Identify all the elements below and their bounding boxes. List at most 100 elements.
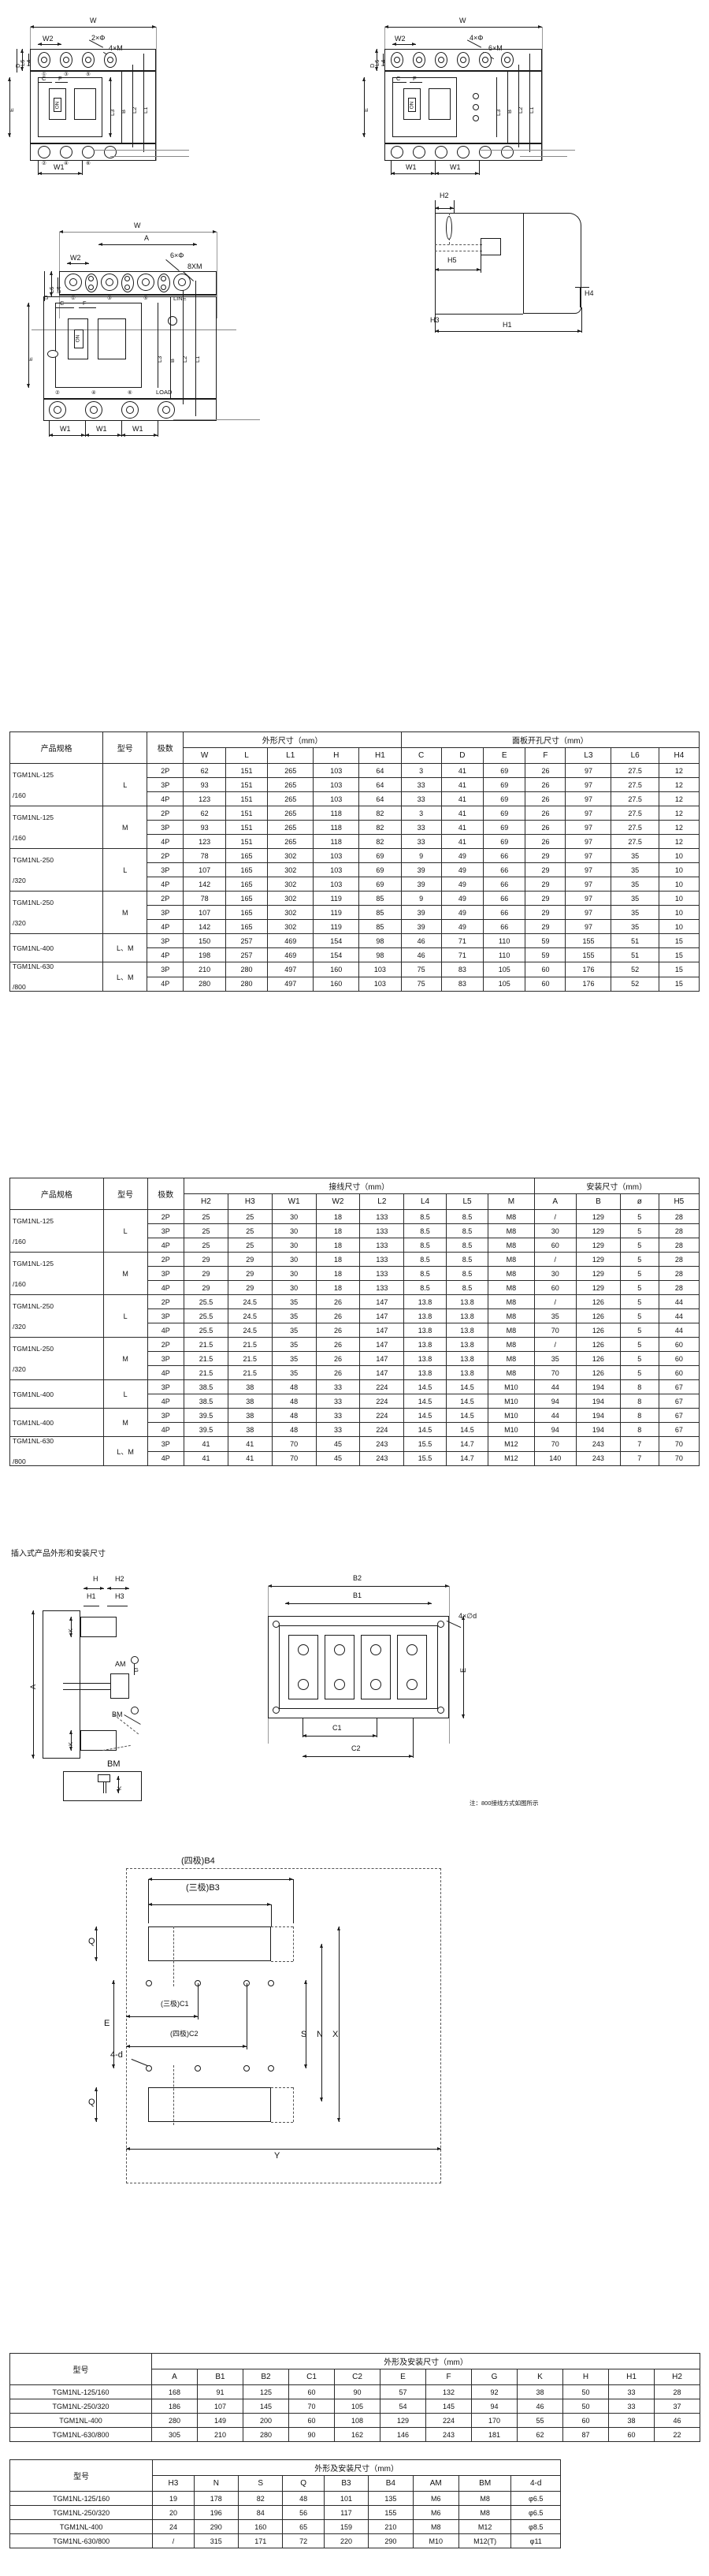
th-col-K: K [517, 2369, 563, 2385]
cell-value: 44 [658, 1308, 700, 1323]
cell-value: 8.5 [445, 1223, 489, 1238]
cell-poles: 3P [147, 1308, 185, 1323]
cell-value: 8.5 [403, 1209, 447, 1224]
th-col-A: A [533, 1193, 577, 1210]
dim-label-L3: L3 [109, 109, 116, 116]
cell-value: 14.5 [403, 1422, 447, 1437]
cell-value: 5 [619, 1308, 659, 1323]
terminal-block-bottom [43, 399, 217, 421]
cell-value: 26 [315, 1365, 361, 1380]
pole-pocket [361, 1635, 391, 1699]
cell-value: 147 [359, 1365, 405, 1380]
cell-spec: TGM1NL-400 [9, 1379, 104, 1409]
cell-value: M8 [412, 2519, 459, 2534]
label-line: LINE [173, 295, 187, 302]
cell-value: 224 [359, 1379, 405, 1394]
cell-value: 60 [288, 2384, 335, 2399]
cell-value: 25.5 [184, 1294, 228, 1309]
cell-value: 103 [358, 976, 402, 992]
th-col-G: G [471, 2369, 518, 2385]
cell-value: 302 [267, 877, 314, 892]
terminal-pad [413, 146, 425, 158]
label-load: LOAD [156, 389, 173, 396]
dim-label-D: D [369, 63, 376, 68]
cell-value: 66 [483, 877, 526, 892]
terminal-block-top [384, 49, 542, 71]
drawing-middle-left-body: ON C F Ⓝ L3 B L2 L1 E ② ④ ⑥ LOAD [16, 281, 354, 489]
dim-label-W2: W2 [395, 35, 406, 43]
terminal-hole [41, 57, 47, 63]
th-col-B2: B2 [243, 2369, 289, 2385]
cell-value: 29 [525, 905, 566, 920]
cell-value: 41 [227, 1436, 273, 1452]
terminal-hole [106, 278, 113, 286]
dim-label-A: A [144, 234, 150, 242]
cell-value: 10 [658, 848, 700, 863]
cell-value: 15 [658, 933, 700, 948]
cell-value: M12 [488, 1436, 535, 1452]
cell-value: M8 [488, 1266, 535, 1281]
cell-value: 210 [183, 962, 226, 977]
pole-number-6: ⑥ [86, 161, 91, 166]
cell-value: 13.8 [445, 1308, 489, 1323]
cell-value: 82 [358, 806, 402, 821]
breaker-body-front [43, 296, 217, 399]
cell-value: 69 [483, 763, 526, 778]
dim-label-K: K [116, 1785, 123, 1790]
cell-poles: 3P [147, 1436, 185, 1452]
cell-value: 87 [562, 2427, 609, 2442]
cell-value: 70 [533, 1365, 577, 1380]
dim-label-D: D [14, 63, 21, 68]
th-col-L2: L2 [359, 1193, 405, 1210]
dim-label-W: W [459, 17, 466, 24]
cell-value: 30 [533, 1266, 577, 1281]
cell-value: 133 [359, 1280, 405, 1295]
th-col-L3: L3 [565, 747, 612, 764]
terminal-hole [438, 57, 444, 63]
terminal-hole [126, 406, 134, 414]
th-col-C1: C1 [288, 2369, 335, 2385]
cell-value: 243 [425, 2427, 472, 2442]
case-outline-right [523, 213, 581, 314]
dim-label-W1: W1 [450, 163, 461, 171]
cell-value: 39 [400, 862, 442, 877]
cell-value: M8 [488, 1252, 535, 1267]
cell-value: 29 [525, 877, 566, 892]
table-row: TGM1NL-400 L、M 3P 150 257 469 154 98 46 71 110 59 15… [9, 933, 700, 962]
cell-value: 97 [565, 848, 612, 863]
th-col-4-d: 4-d [510, 2475, 561, 2492]
cell-value: 59 [525, 933, 566, 948]
cell-value: 97 [565, 834, 612, 849]
cell-value: 28 [658, 1223, 700, 1238]
cell-value: 9 [400, 891, 442, 906]
cell-value: M10 [488, 1394, 535, 1409]
cell-model: L [102, 763, 148, 806]
cell-value: M8 [488, 1223, 535, 1238]
cell-value: 147 [359, 1337, 405, 1352]
cell-value: 12 [658, 791, 700, 806]
dim-label-4d: 4-d [110, 2050, 123, 2060]
cell-value: 8.5 [445, 1238, 489, 1253]
cell-value: 60 [562, 2413, 609, 2428]
cell-value: 28 [658, 1238, 700, 1253]
cell-value: 186 [151, 2399, 198, 2414]
cell-model: L、M [102, 1436, 148, 1466]
cell-value: 60 [658, 1337, 700, 1352]
terminal-pad [501, 146, 514, 158]
cell-value: 149 [197, 2413, 243, 2428]
cell-value: 44 [658, 1323, 700, 1338]
table-row: TGM1NL-250/320 M 2P 78 165 302 119 85 9 49 66 29 97 3… [9, 891, 700, 934]
cell-value: 5 [619, 1266, 659, 1281]
drawing-mounting-plate: (四极)B4 (三极)B3 (三极)C1 ( [79, 1837, 630, 2215]
cell-value: 5 [619, 1280, 659, 1295]
dim-label-A: A [29, 1684, 37, 1689]
cell-value: 280 [225, 962, 269, 977]
dim-label-L3: L3 [495, 109, 502, 116]
cell-value: 28 [658, 1252, 700, 1267]
cell-value: M8 [488, 1238, 535, 1253]
dim-label-C: C [60, 300, 65, 307]
cell-value: 243 [576, 1450, 621, 1466]
cell-value: 64 [358, 791, 402, 806]
table-row: 3P 25.5 24.5 35 26 147 13.8 13.8 M8 35 126 5 44 [10, 1308, 700, 1323]
cell-model: M [102, 891, 148, 934]
